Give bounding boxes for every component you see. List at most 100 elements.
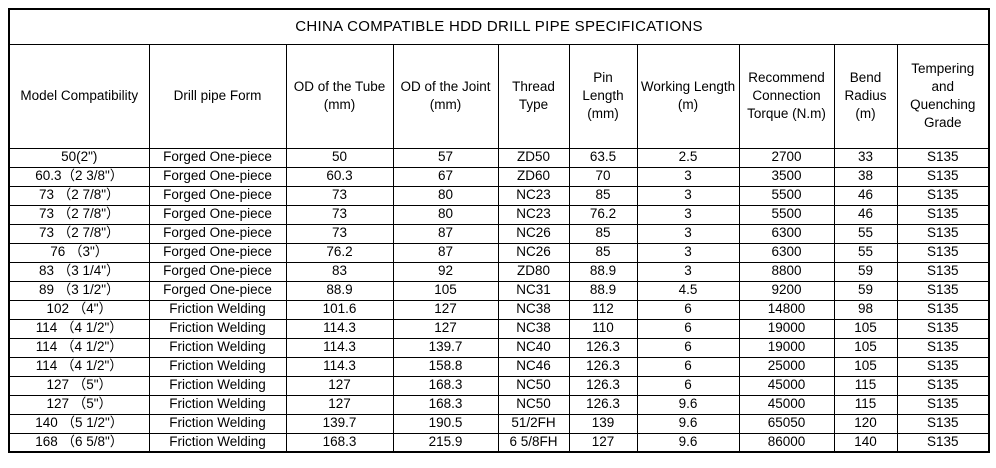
table-cell: NC38 [497,299,570,320]
table-cell: 3500 [738,166,835,187]
table-cell: ZD50 [497,147,570,168]
table-cell: 105 [833,356,898,377]
table-cell: Friction Welding [148,432,287,453]
table-cell: Forged One-piece [148,261,287,282]
table-cell: 126.3 [568,375,638,396]
table-cell: S135 [896,413,990,434]
table-row: 114 （4 1/2"） Friction Welding 114.3 127 NC38… [8,318,990,339]
table-cell: Forged One-piece [148,166,287,187]
table-row: 114 （4 1/2"） Friction Welding 114.3 158.8 NC… [8,356,990,377]
table-cell: 114 （4 1/2"） [8,337,150,358]
table-row: 89 （3 1/2"） Forged One-piece 88.9 105 NC31 88… [8,280,990,301]
table-row: 76 （3"） Forged One-piece 76.2 87 NC26 85 3 6300… [8,242,990,263]
table-row: 50(2") Forged One-piece 50 57 ZD50 63.5 2.5 270… [8,147,990,168]
table-cell: 6300 [738,242,835,263]
table-cell: 6 [636,299,740,320]
table-cell: 86000 [738,432,835,453]
table-cell: 25000 [738,356,835,377]
table-cell: 127 （5"） [8,394,150,415]
table-cell: 57 [392,147,499,168]
table-cell: 127 [285,394,394,415]
table-cell: 168.3 [392,375,499,396]
table-row: 73 （2 7/8"） Forged One-piece 73 80 NC23 76.2 3… [8,204,990,225]
table-cell: 120 [833,413,898,434]
table-cell: S135 [896,147,990,168]
table-row: 83 （3 1/4"） Forged One-piece 83 92 ZD80 88.9 3… [8,261,990,282]
table-cell: 115 [833,375,898,396]
table-cell: 4.5 [636,280,740,301]
drill-pipe-spec-table: CHINA COMPATIBLE HDD DRILL PIPE SPECIFIC… [8,8,991,453]
table-cell: 3 [636,223,740,244]
table-cell: 168.3 [392,394,499,415]
table-cell: 89 （3 1/2"） [8,280,150,301]
table-cell: 80 [392,185,499,206]
table-cell: S135 [896,242,990,263]
table-cell: 114.3 [285,356,394,377]
table-cell: 112 [568,299,638,320]
table-cell: Friction Welding [148,394,287,415]
table-row: 60.3（2 3/8"） Forged One-piece 60.3 67 ZD60 70… [8,166,990,187]
table-cell: 6 5/8FH [497,432,570,453]
table-cell: 88.9 [568,280,638,301]
table-cell: S135 [896,185,990,206]
column-header: Pin Length (mm) [568,43,638,149]
table-cell: ZD80 [497,261,570,282]
table-cell: 3 [636,185,740,206]
table-cell: 73 [285,223,394,244]
table-cell: S135 [896,166,990,187]
table-cell: 101.6 [285,299,394,320]
column-header: Drill pipe Form [148,43,287,149]
table-cell: 70 [568,166,638,187]
table-cell: S135 [896,280,990,301]
table-cell: 85 [568,242,638,263]
table-cell: S135 [896,223,990,244]
table-cell: NC50 [497,375,570,396]
table-cell: 115 [833,394,898,415]
table-cell: 6 [636,337,740,358]
table-cell: 73 （2 7/8"） [8,204,150,225]
column-header: Recommend Connection Torque (N.m) [738,43,835,149]
table-cell: 127 [392,299,499,320]
table-cell: 60.3（2 3/8"） [8,166,150,187]
table-cell: 114 （4 1/2"） [8,356,150,377]
table-cell: 6300 [738,223,835,244]
table-row: 140 （5 1/2"） Friction Welding 139.7 190.5 51… [8,413,990,434]
table-cell: S135 [896,394,990,415]
table-cell: 190.5 [392,413,499,434]
table-cell: Forged One-piece [148,280,287,301]
table-cell: S135 [896,318,990,339]
table-cell: NC46 [497,356,570,377]
table-cell: 14800 [738,299,835,320]
table-cell: 2.5 [636,147,740,168]
table-cell: 127 [568,432,638,453]
table-cell: S135 [896,337,990,358]
table-cell: 76 （3"） [8,242,150,263]
table-cell: 46 [833,204,898,225]
table-cell: 76.2 [568,204,638,225]
table-cell: 19000 [738,337,835,358]
column-header: Model Compatibility [8,43,150,149]
table-cell: 55 [833,223,898,244]
table-cell: 140 [833,432,898,453]
table-row: 127 （5"） Friction Welding 127 168.3 NC50 126.… [8,394,990,415]
table-cell: 5500 [738,185,835,206]
table-cell: Friction Welding [148,337,287,358]
header-row: Model Compatibility Drill pipe Form OD of … [8,43,990,149]
column-header: Bend Radius (m) [833,43,898,149]
table-row: 102 （4"） Friction Welding 101.6 127 NC38 112 6… [8,299,990,320]
table-cell: 114.3 [285,318,394,339]
table-cell: 92 [392,261,499,282]
table-cell: S135 [896,204,990,225]
table-cell: Forged One-piece [148,147,287,168]
table-cell: 50(2") [8,147,150,168]
column-header: OD of the Joint (mm) [392,43,499,149]
table-cell: 6 [636,375,740,396]
table-cell: 168.3 [285,432,394,453]
table-cell: 3 [636,261,740,282]
table-cell: 139.7 [392,337,499,358]
table-cell: 85 [568,223,638,244]
table-cell: 127 （5"） [8,375,150,396]
table-cell: 158.8 [392,356,499,377]
table-cell: 73 [285,204,394,225]
table-cell: Friction Welding [148,318,287,339]
